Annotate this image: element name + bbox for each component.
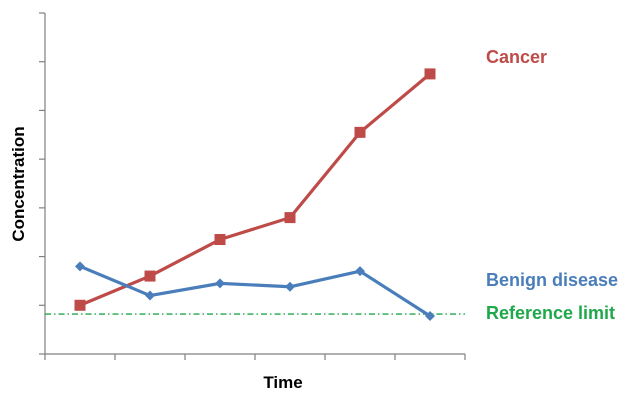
benign-disease-point [145,290,155,301]
cancer-point [284,212,296,224]
benign-disease-point [425,311,435,322]
cancer-point [424,68,436,80]
cancer-point [144,270,156,282]
benign-disease-point [285,281,295,292]
cancer-point [214,234,226,246]
reference-limit-label: Reference limit [486,303,615,323]
benign-disease-point [75,261,85,272]
benign-disease-series-line [79,264,431,318]
benign-disease-point [215,278,225,289]
x-axis-title: Time [263,373,302,392]
cancer-point [354,126,366,138]
cancer-series-label: Cancer [486,47,547,67]
cancer-series-line [79,72,432,307]
axes [39,12,466,360]
cancer-point [74,299,86,311]
benign-disease-series-label: Benign disease [486,270,618,290]
benign-disease-point [355,266,365,277]
y-axis-title: Concentration [9,126,28,241]
series-layer [74,68,436,322]
